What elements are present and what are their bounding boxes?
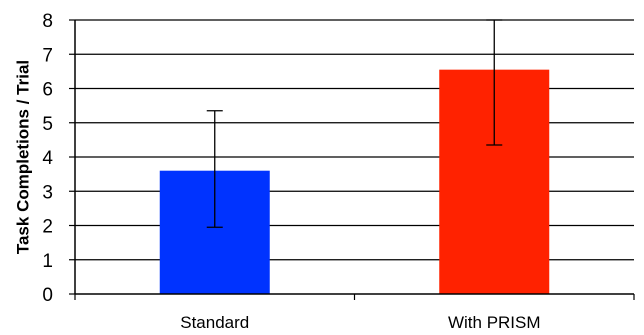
y-tick-label-8: 8 (42, 11, 53, 32)
y-tick-label-3: 3 (42, 182, 53, 203)
y-tick-label-7: 7 (42, 45, 53, 66)
y-tick-label-2: 2 (42, 217, 53, 238)
category-label-with-prism: With PRISM (448, 313, 541, 332)
y-tick-label-1: 1 (42, 251, 53, 272)
y-tick-label-0: 0 (42, 285, 53, 306)
error-bars (206, 19, 503, 228)
category-labels: Standard With PRISM (180, 313, 540, 332)
category-label-standard: Standard (180, 313, 249, 332)
y-tick-label-4: 4 (42, 148, 53, 169)
y-tick-labels: 0 1 2 3 4 5 6 7 8 (42, 11, 53, 306)
y-tick-label-6: 6 (42, 80, 53, 101)
x-tick-marks (74, 294, 635, 300)
y-tick-label-5: 5 (42, 114, 53, 135)
y-axis-title: Task Completions / Trial (13, 60, 32, 254)
